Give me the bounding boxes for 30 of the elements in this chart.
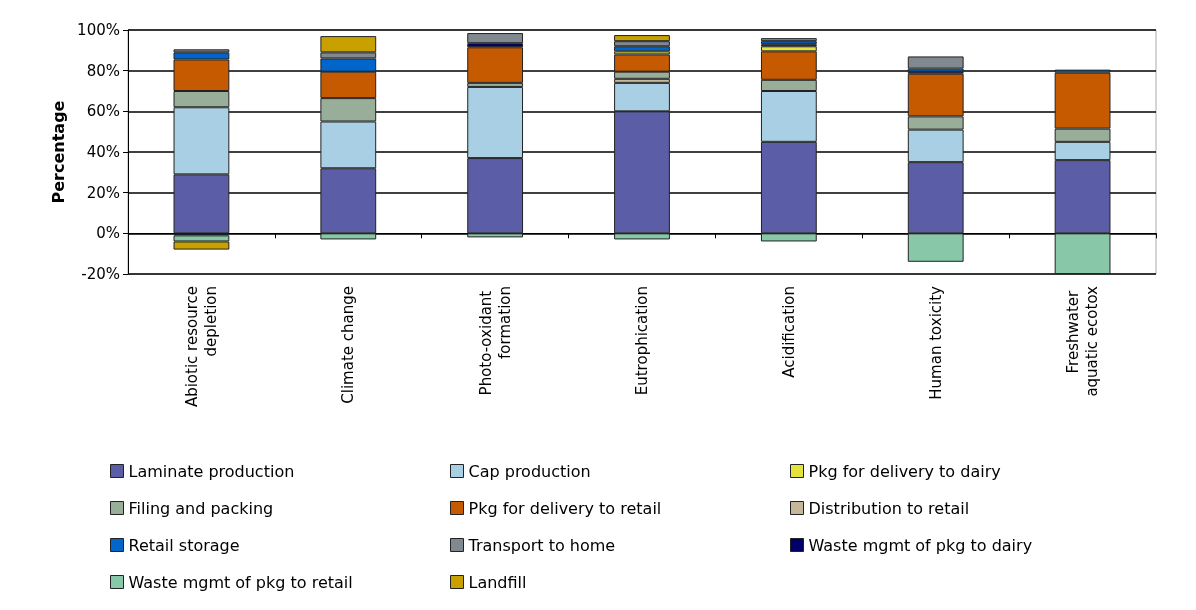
legend-label: Landfill <box>468 572 527 592</box>
y-tick-label: 100% <box>77 21 120 39</box>
y-tick-label: -20% <box>81 265 120 283</box>
bar <box>467 33 524 44</box>
y-axis-title: Percentage <box>48 100 68 204</box>
x-tick-label: Photo-oxidant formation <box>476 286 514 396</box>
x-tick-label: Abiotic resource depletion <box>182 286 220 408</box>
x-tick-label: Human toxicity <box>926 285 945 400</box>
bar <box>614 35 670 42</box>
y-tick-label: 0% <box>96 224 120 243</box>
legend-label: Pkg for delivery to dairy <box>808 461 1001 481</box>
y-tick-label: 80% <box>86 61 120 80</box>
legend-label: Waste mgmt of pkg to dairy <box>808 535 1033 555</box>
legend-label: Transport to home <box>467 535 616 555</box>
legend-label: Retail storage <box>128 535 240 555</box>
legend-label: Distribution to retail <box>808 498 970 518</box>
bar <box>907 56 964 69</box>
bar <box>467 47 524 83</box>
legend-label: Pkg for delivery to retail <box>468 498 662 518</box>
legend-label: Filing and packing <box>128 498 274 518</box>
x-tick-label: Eutrophication <box>633 286 651 396</box>
y-tick-label: 20% <box>86 183 120 202</box>
x-tick-label: Climate change <box>339 286 358 404</box>
y-tick-label: 60% <box>86 102 120 121</box>
y-tick-label: 40% <box>86 143 120 161</box>
legend-label: Laminate production <box>128 461 295 481</box>
x-tick-label: Freshwater aquatic ecotox <box>1064 285 1102 397</box>
x-tick-label: Acidification <box>779 286 798 378</box>
legend-label: Waste mgmt of pkg to retail <box>128 572 353 592</box>
legend-label: Cap production <box>468 461 591 481</box>
